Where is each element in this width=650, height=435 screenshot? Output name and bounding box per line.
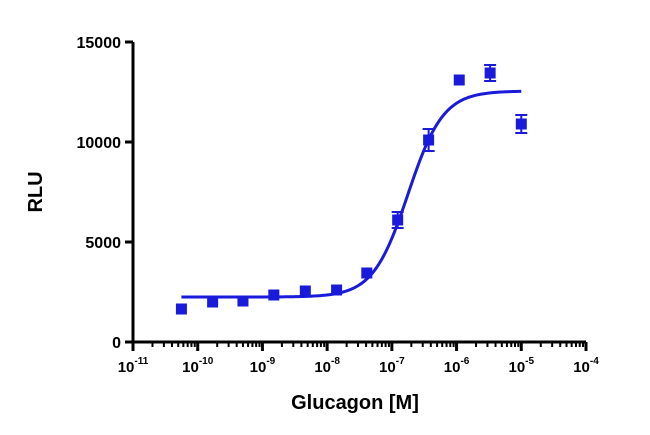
data-point: [237, 295, 249, 307]
data-point: [175, 303, 187, 315]
x-tick-label: 10-8: [314, 356, 340, 376]
data-points-group: [175, 64, 528, 315]
fit-curve-group: [181, 89, 522, 299]
y-tick-label: 0: [112, 335, 121, 352]
x-axis-label: Glucagon [M]: [291, 392, 419, 414]
data-point: [331, 284, 343, 296]
y-tick-label: 15000: [77, 35, 122, 52]
data-point: [484, 67, 496, 79]
data-point: [453, 74, 465, 86]
data-point: [268, 289, 280, 301]
y-tick-label: 10000: [77, 135, 122, 152]
axes: 0 5000 10000 15000 10-11 10-10 10-9 10-8 10-7 10-…: [77, 35, 600, 376]
data-point: [361, 267, 373, 279]
x-tick-label: 10-6: [444, 356, 470, 376]
y-tick-label: 5000: [85, 235, 121, 252]
x-tick-label: 10-4: [573, 356, 599, 376]
data-point: [207, 296, 219, 308]
x-tick-label: 10-7: [379, 356, 405, 376]
x-tick-label: 10-11: [118, 356, 149, 376]
x-tick-label: 10-10: [182, 356, 214, 376]
y-axis-label: RLU: [25, 171, 47, 212]
data-point: [515, 118, 527, 130]
data-point: [392, 214, 404, 226]
fit-curve: [181, 89, 522, 299]
data-point: [423, 134, 435, 146]
x-tick-label: 10-9: [250, 356, 276, 376]
data-point: [299, 285, 311, 297]
x-tick-label: 10-5: [508, 356, 534, 376]
